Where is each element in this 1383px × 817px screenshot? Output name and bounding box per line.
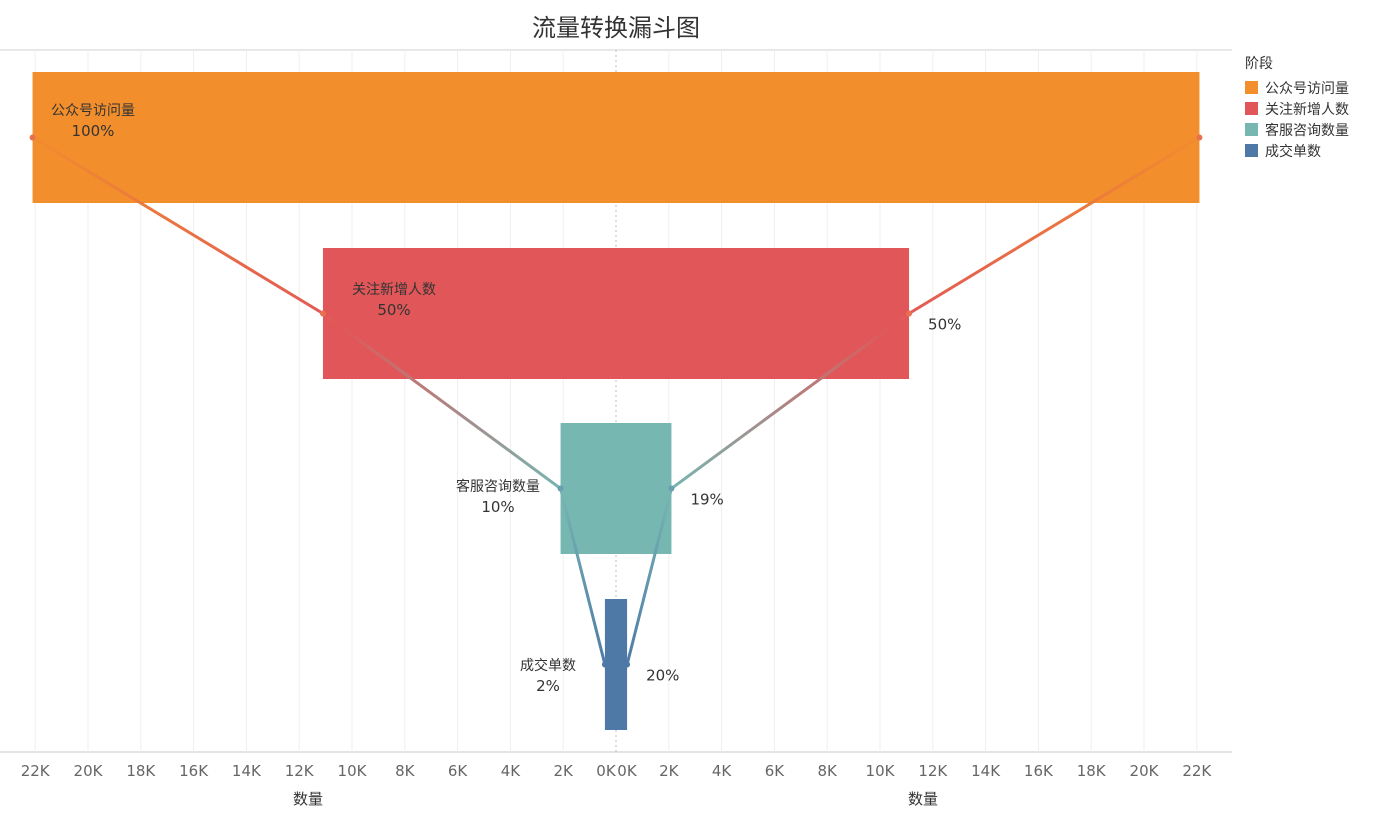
x-tick-left-9: 4K [501, 762, 522, 780]
legend-item-followers[interactable]: 关注新增人数 [1245, 98, 1349, 119]
x-tick-left-8: 6K [448, 762, 469, 780]
x-tick-left-6: 10K [338, 762, 368, 780]
bar-category-label-3: 成交单数 [520, 657, 576, 674]
legend-swatch-visits [1245, 81, 1258, 94]
x-tick-left-7: 8K [395, 762, 416, 780]
connector-point-left-3 [601, 661, 608, 668]
x-tick-right-6: 12K [918, 762, 948, 780]
x-tick-right-5: 10K [866, 762, 896, 780]
x-tick-left-0: 22K [21, 762, 51, 780]
x-tick-right-1: 2K [659, 762, 680, 780]
legend-label-orders: 成交单数 [1265, 143, 1321, 160]
bar-category-label-2: 客服咨询数量 [456, 478, 540, 495]
connector-point-right-2 [668, 485, 675, 492]
legend-swatch-followers [1245, 102, 1258, 115]
funnel-bar-1 [322, 248, 910, 379]
legend-label-followers: 关注新增人数 [1265, 101, 1349, 118]
x-tick-left-4: 14K [232, 762, 262, 780]
funnel-bar-3 [604, 599, 628, 730]
x-tick-right-4: 8K [818, 762, 839, 780]
chart-title: 流量转换漏斗图 [532, 14, 700, 42]
legend: 阶段 公众号访问量 关注新增人数 客服咨询数量 成交单数 [1245, 53, 1349, 161]
bar-pct-of-first-0: 100% [72, 122, 115, 140]
connector-point-right-1 [906, 310, 913, 317]
x-tick-right-11: 22K [1182, 762, 1212, 780]
bar-pct-of-first-1: 50% [377, 301, 410, 319]
x-tick-right-8: 16K [1024, 762, 1054, 780]
x-tick-right-9: 18K [1077, 762, 1107, 780]
connector-line-left [31, 136, 607, 665]
legend-label-visits: 公众号访问量 [1265, 80, 1349, 97]
legend-item-inquiries[interactable]: 客服咨询数量 [1245, 119, 1349, 140]
legend-item-orders[interactable]: 成交单数 [1245, 140, 1349, 161]
legend-swatch-orders [1245, 144, 1258, 157]
x-axis-label-right: 数量 [908, 790, 938, 808]
x-tick-left-3: 16K [179, 762, 209, 780]
legend-item-visits[interactable]: 公众号访问量 [1245, 77, 1349, 98]
x-tick-right-3: 6K [765, 762, 786, 780]
bar-pct-of-first-3: 2% [536, 677, 560, 695]
x-tick-left-11: 0K [596, 762, 617, 780]
bar-pct-of-previous-2: 19% [690, 491, 723, 509]
x-tick-right-0: 0K [617, 762, 638, 780]
legend-swatch-inquiries [1245, 123, 1258, 136]
funnel-bar-0 [32, 72, 1200, 203]
x-tick-left-2: 18K [126, 762, 156, 780]
connector-line-right [625, 136, 1201, 665]
connector-point-left-1 [319, 310, 326, 317]
bar-pct-of-previous-1: 50% [928, 316, 961, 334]
connector-point-right-3 [624, 661, 631, 668]
connector-point-left-0 [29, 134, 36, 141]
funnel-chart: 公众号访问量 100% 关注新增人数 50% 客服咨询数量 10% 成交单数 2% 50% 19%… [0, 49, 1232, 808]
bar-pct-of-first-2: 10% [481, 498, 514, 516]
bar-pct-of-previous-3: 20% [646, 667, 679, 685]
x-tick-right-7: 14K [971, 762, 1001, 780]
x-tick-left-1: 20K [74, 762, 104, 780]
bar-category-label-0: 公众号访问量 [51, 103, 135, 119]
x-tick-left-10: 2K [554, 762, 575, 780]
x-tick-left-5: 12K [285, 762, 315, 780]
x-tick-right-10: 20K [1130, 762, 1160, 780]
connector-point-left-2 [557, 485, 564, 492]
legend-title: 阶段 [1245, 56, 1273, 72]
connector-point-right-0 [1196, 134, 1203, 141]
x-tick-right-2: 4K [712, 762, 733, 780]
bar-category-label-1: 关注新增人数 [352, 282, 436, 298]
legend-label-inquiries: 客服咨询数量 [1265, 122, 1349, 139]
funnel-bar-2 [560, 423, 672, 554]
x-axis-label-left: 数量 [293, 790, 323, 808]
